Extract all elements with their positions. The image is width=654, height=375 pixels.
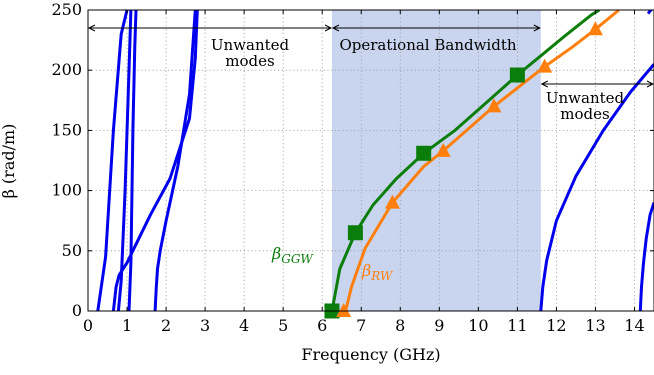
annotation-unwanted-left: Unwanted modes: [211, 36, 290, 70]
y-tick-label: 150: [51, 120, 82, 139]
annotation-line: modes: [225, 52, 274, 70]
marker-square: [509, 67, 525, 83]
range-arrow-head: [324, 24, 333, 32]
x-tick-label: 13: [585, 316, 605, 335]
marker-triangle: [435, 142, 451, 157]
y-tick-label: 0: [72, 301, 82, 320]
y-axis-label: β (rad/m): [0, 124, 18, 199]
series-label-sub: RW: [370, 269, 394, 283]
unwanted-mode-curve: [116, 10, 133, 311]
annotation-unwanted-right: Unwanted modes: [546, 89, 625, 123]
y-tick-label: 100: [51, 181, 82, 200]
unwanted-mode-curve: [539, 63, 654, 311]
x-tick-label: 12: [546, 316, 566, 335]
range-arrow-head: [540, 80, 549, 88]
unwanted-mode-curve: [646, 10, 654, 15]
x-tick-label: 8: [395, 316, 405, 335]
marker-triangle: [384, 194, 400, 209]
annotation-line: Unwanted: [211, 36, 290, 54]
marker-triangle: [336, 303, 352, 317]
x-tick-label: 3: [200, 316, 210, 335]
x-tick-label: 0: [83, 316, 93, 335]
unwanted-mode-curve: [111, 10, 199, 311]
y-tick-label: 250: [51, 0, 82, 19]
series-label-rw: βRW: [361, 261, 394, 283]
series-label-ggw: βGGW: [271, 244, 314, 266]
series-label-base: β: [271, 244, 281, 263]
x-tick-label: 5: [278, 316, 288, 335]
annotation-operational-bandwidth: Operational Bandwidth: [339, 36, 516, 54]
axes-frame: [87, 9, 654, 312]
y-tick-label: 200: [51, 60, 82, 79]
range-arrow-head: [87, 24, 96, 32]
x-tick-label: 4: [239, 316, 249, 335]
x-axis-label: Frequency (GHz): [301, 345, 440, 364]
range-arrow-head: [646, 80, 654, 88]
unwanted-mode-curve: [127, 10, 138, 311]
range-arrow-head: [331, 24, 340, 32]
annotation-line: modes: [560, 105, 609, 123]
marker-triangle: [587, 21, 603, 36]
operational-band-rect: [331, 10, 541, 311]
marker-triangle: [486, 98, 502, 113]
marker-square: [347, 225, 363, 241]
y-tick-label: 50: [62, 241, 82, 260]
x-tick-label: 7: [356, 316, 366, 335]
unwanted-mode-curve: [96, 10, 129, 311]
range-arrow-head: [533, 24, 541, 32]
unwanted-mode-curve: [153, 10, 197, 311]
x-tick-label: 11: [507, 316, 527, 335]
operational-band: [331, 10, 541, 311]
x-tick-label: 10: [468, 316, 488, 335]
annotation-line: Unwanted: [546, 89, 625, 107]
x-tick-label: 6: [317, 316, 327, 335]
marker-square: [416, 145, 432, 161]
x-tick-label: 2: [161, 316, 171, 335]
x-tick-label: 1: [122, 316, 132, 335]
series-label-base: β: [361, 261, 371, 280]
x-tick-label: 14: [624, 316, 644, 335]
marker-triangle: [537, 58, 553, 73]
markers-layer: [324, 21, 603, 319]
series-label-sub: GGW: [281, 252, 314, 266]
x-tick-label: 9: [434, 316, 444, 335]
unwanted-mode-curve: [638, 202, 654, 311]
